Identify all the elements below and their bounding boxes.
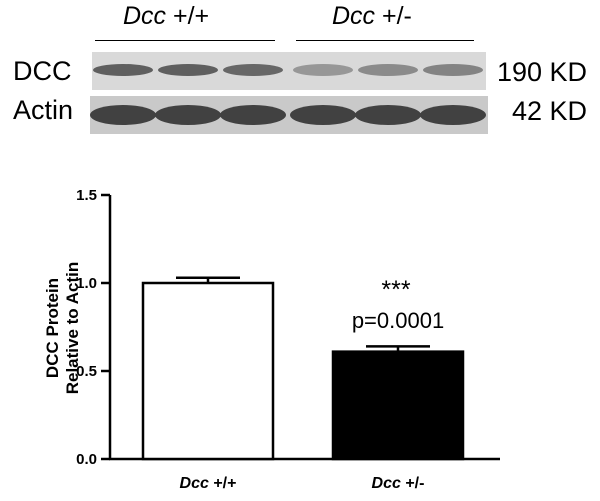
x-tick-label-1: Dcc +/+ [180, 475, 237, 492]
blot-band-actin-4 [290, 105, 356, 125]
y-tick-label: 0.0 [76, 451, 97, 468]
blot-strip-dcc [92, 52, 486, 90]
blot-band-dcc-5 [358, 64, 418, 76]
group-label-wt-suffix: +/+ [166, 2, 210, 30]
group-bracket-wt [95, 40, 275, 41]
blot-band-actin-5 [355, 105, 421, 125]
blot-band-actin-3 [220, 105, 286, 125]
group-bracket-het [296, 40, 474, 41]
blot-band-actin-1 [90, 105, 156, 125]
y-tick-label: 1.0 [76, 275, 97, 292]
blot-row-label-actin: Actin [13, 95, 74, 125]
blot-band-dcc-4 [293, 64, 353, 76]
blot-row-label-dcc: DCC [13, 56, 72, 86]
group-label-wt-italic: Dcc [123, 2, 167, 30]
blot-size-actin: 42 KD [512, 96, 588, 126]
blot-band-actin-6 [420, 105, 486, 125]
significance-stars: *** [381, 276, 410, 304]
group-label-wt: Dcc +/+ [123, 2, 209, 31]
y-tick-label: 1.5 [76, 187, 97, 204]
blot-band-dcc-6 [423, 64, 483, 76]
group-label-het-italic: Dcc [332, 2, 376, 30]
blot-size-dcc: 190 KD [497, 57, 588, 87]
western-blot [90, 52, 488, 134]
blot-band-actin-2 [155, 105, 221, 125]
y-tick-label: 0.5 [76, 363, 97, 380]
y-axis-label-line1: DCC Protein [43, 278, 62, 378]
y-axis-label-line2: Relative to Actin [63, 262, 82, 395]
p-value-label: p=0.0001 [352, 308, 444, 333]
group-label-het: Dcc +/- [332, 2, 412, 31]
blot-band-dcc-1 [93, 64, 153, 76]
blot-band-dcc-3 [223, 64, 283, 76]
y-axis-label: DCC Protein Relative to Actin [43, 262, 82, 395]
bar-1 [141, 281, 275, 461]
bar-2 [331, 350, 465, 461]
bar-chart: DCC Protein Relative to Actin 0.0 0.5 1.0 1… [43, 187, 500, 492]
group-label-het-suffix: +/- [375, 2, 412, 30]
blot-band-dcc-2 [158, 64, 218, 76]
x-tick-label-2: Dcc +/- [372, 475, 425, 492]
